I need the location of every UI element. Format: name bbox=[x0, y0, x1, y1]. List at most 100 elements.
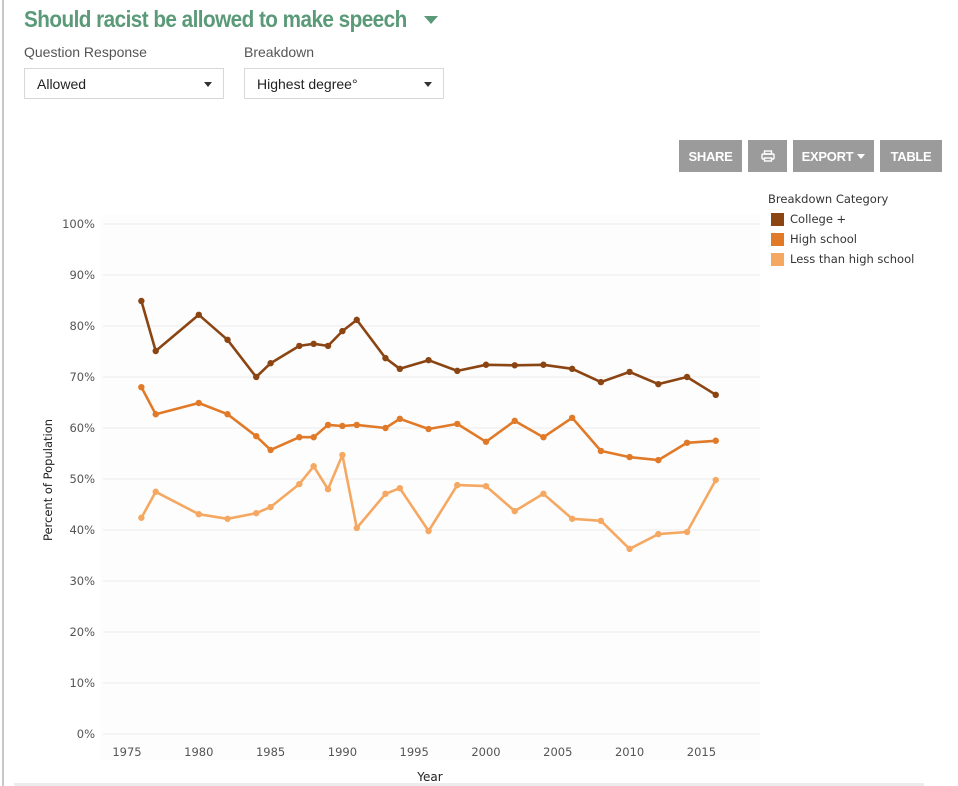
data-point[interactable] bbox=[195, 399, 202, 407]
data-point[interactable] bbox=[324, 486, 332, 493]
data-point[interactable] bbox=[195, 510, 202, 518]
data-point[interactable] bbox=[224, 515, 231, 522]
data-point[interactable] bbox=[382, 424, 389, 432]
data-point[interactable] bbox=[310, 433, 317, 441]
share-button[interactable]: SHARE bbox=[679, 140, 742, 172]
data-point[interactable] bbox=[597, 378, 605, 386]
page-title[interactable]: Should racist be allowed to make speech bbox=[24, 6, 407, 32]
data-point[interactable] bbox=[597, 447, 605, 455]
data-point[interactable] bbox=[267, 360, 274, 367]
legend-item-high-school[interactable]: High school bbox=[771, 232, 857, 246]
data-point[interactable] bbox=[138, 384, 145, 391]
data-point[interactable] bbox=[683, 373, 691, 381]
data-point[interactable] bbox=[454, 481, 461, 489]
page-left-border bbox=[2, 0, 4, 786]
y-tick-label: 40% bbox=[69, 523, 95, 537]
data-point[interactable] bbox=[511, 417, 518, 425]
data-point[interactable] bbox=[511, 362, 518, 369]
data-point[interactable] bbox=[195, 311, 202, 318]
gridlines bbox=[103, 223, 760, 735]
data-point[interactable] bbox=[138, 297, 145, 305]
series-line bbox=[140, 300, 717, 396]
data-point[interactable] bbox=[568, 515, 576, 522]
data-point[interactable] bbox=[597, 517, 605, 525]
printer-icon bbox=[760, 150, 775, 162]
data-point[interactable] bbox=[655, 380, 662, 388]
y-axis-label: Percent of Population bbox=[41, 419, 55, 541]
data-point[interactable] bbox=[396, 415, 404, 423]
data-point[interactable] bbox=[511, 507, 518, 515]
data-point[interactable] bbox=[683, 528, 691, 536]
data-point[interactable] bbox=[454, 367, 461, 375]
data-point[interactable] bbox=[267, 446, 274, 454]
data-point[interactable] bbox=[396, 365, 404, 373]
data-point[interactable] bbox=[224, 336, 231, 343]
data-point[interactable] bbox=[296, 342, 303, 350]
data-point[interactable] bbox=[353, 524, 360, 532]
data-point[interactable] bbox=[382, 354, 389, 362]
question-response-select[interactable]: Allowed bbox=[24, 68, 224, 99]
data-point[interactable] bbox=[396, 484, 404, 492]
data-point[interactable] bbox=[253, 509, 260, 517]
data-point[interactable] bbox=[626, 545, 633, 553]
data-point[interactable] bbox=[324, 421, 332, 429]
data-point[interactable] bbox=[425, 527, 432, 535]
x-tick-label: 2015 bbox=[687, 745, 716, 759]
series-lines bbox=[138, 297, 719, 553]
data-point[interactable] bbox=[296, 433, 303, 441]
data-point[interactable] bbox=[568, 414, 576, 421]
data-point[interactable] bbox=[152, 347, 159, 355]
export-label: EXPORT bbox=[801, 148, 854, 164]
data-point[interactable] bbox=[568, 365, 576, 373]
data-point[interactable] bbox=[353, 421, 360, 429]
data-point[interactable] bbox=[310, 340, 317, 348]
data-point[interactable] bbox=[712, 391, 719, 399]
share-label: SHARE bbox=[688, 148, 733, 164]
chevron-down-icon bbox=[204, 82, 212, 87]
breakdown-select[interactable]: Highest degree° bbox=[244, 68, 444, 99]
data-point[interactable] bbox=[482, 361, 490, 368]
x-tick-label: 1975 bbox=[112, 745, 141, 759]
data-point[interactable] bbox=[626, 453, 633, 461]
data-point[interactable] bbox=[253, 432, 260, 440]
data-point[interactable] bbox=[712, 476, 719, 484]
legend-swatch bbox=[771, 212, 784, 226]
data-point[interactable] bbox=[224, 411, 231, 418]
data-point[interactable] bbox=[138, 514, 145, 521]
data-point[interactable] bbox=[626, 368, 633, 376]
data-point[interactable] bbox=[454, 420, 461, 428]
data-point[interactable] bbox=[425, 425, 432, 433]
data-point[interactable] bbox=[655, 456, 662, 464]
data-point[interactable] bbox=[683, 439, 691, 446]
data-point[interactable] bbox=[382, 490, 389, 497]
data-point[interactable] bbox=[296, 480, 303, 488]
data-point[interactable] bbox=[152, 488, 159, 495]
legend-item-less-than-high-school[interactable]: Less than high school bbox=[771, 252, 914, 266]
data-point[interactable] bbox=[339, 327, 346, 335]
title-dropdown-caret-icon[interactable] bbox=[424, 16, 438, 24]
data-point[interactable] bbox=[253, 373, 260, 381]
data-point[interactable] bbox=[482, 438, 490, 445]
export-button[interactable]: EXPORT bbox=[793, 140, 874, 172]
data-point[interactable] bbox=[353, 316, 360, 324]
data-point[interactable] bbox=[425, 356, 432, 364]
legend-item-college[interactable]: College + bbox=[771, 212, 846, 226]
data-point[interactable] bbox=[482, 482, 490, 490]
data-point[interactable] bbox=[540, 361, 547, 368]
x-axis-label: Year bbox=[416, 770, 442, 784]
data-point[interactable] bbox=[339, 451, 346, 459]
chevron-down-icon bbox=[424, 82, 432, 87]
table-button[interactable]: TABLE bbox=[880, 140, 942, 172]
data-point[interactable] bbox=[310, 463, 317, 470]
series-line bbox=[140, 386, 716, 462]
data-point[interactable] bbox=[655, 530, 662, 538]
data-point[interactable] bbox=[540, 433, 547, 441]
data-point[interactable] bbox=[712, 437, 719, 444]
data-point[interactable] bbox=[152, 411, 159, 418]
data-point[interactable] bbox=[540, 490, 547, 497]
data-point[interactable] bbox=[267, 503, 274, 511]
print-button[interactable] bbox=[748, 140, 787, 172]
data-point[interactable] bbox=[324, 342, 332, 350]
data-point[interactable] bbox=[339, 422, 346, 430]
